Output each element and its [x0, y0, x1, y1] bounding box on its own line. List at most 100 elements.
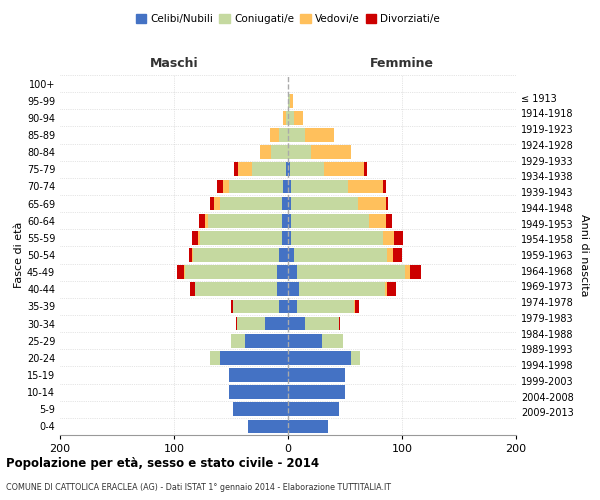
Bar [235, 162, 288, 176]
Bar [288, 180, 386, 194]
Text: Maschi: Maschi [149, 57, 199, 70]
Bar [192, 231, 288, 244]
Text: Femmine: Femmine [370, 57, 434, 70]
Bar [288, 300, 354, 314]
Bar [288, 351, 360, 364]
Bar [288, 334, 343, 347]
Bar [288, 231, 403, 244]
Bar [283, 214, 288, 228]
Bar [233, 402, 288, 416]
Bar [194, 282, 288, 296]
Bar [270, 128, 288, 142]
Bar [288, 111, 294, 124]
Bar [236, 316, 288, 330]
Bar [208, 214, 288, 228]
Bar [288, 266, 421, 279]
Bar [198, 231, 288, 244]
Bar [288, 420, 328, 434]
Bar [248, 420, 288, 434]
Bar [288, 180, 349, 194]
Bar [279, 248, 288, 262]
Bar [190, 282, 288, 296]
Bar [288, 282, 397, 296]
Bar [185, 266, 288, 279]
Bar [233, 300, 288, 314]
Bar [288, 282, 299, 296]
Bar [288, 231, 383, 244]
Bar [231, 334, 288, 347]
Bar [288, 196, 386, 210]
Bar [260, 146, 288, 159]
Bar [260, 146, 288, 159]
Bar [288, 368, 345, 382]
Bar [279, 300, 288, 314]
Bar [288, 214, 292, 228]
Bar [288, 196, 388, 210]
Bar [248, 420, 288, 434]
Bar [288, 128, 305, 142]
Y-axis label: Anni di nascita: Anni di nascita [579, 214, 589, 296]
Bar [288, 266, 297, 279]
Bar [231, 300, 288, 314]
Bar [288, 316, 340, 330]
Bar [288, 300, 297, 314]
Bar [288, 248, 294, 262]
Bar [231, 334, 288, 347]
Bar [288, 402, 340, 416]
Bar [211, 351, 288, 364]
Bar [288, 94, 290, 108]
Bar [236, 316, 288, 330]
Bar [223, 180, 288, 194]
Bar [288, 162, 290, 176]
Bar [288, 402, 340, 416]
Bar [229, 180, 288, 194]
Legend: Celibi/Nubili, Coniugati/e, Vedovi/e, Divorziati/e: Celibi/Nubili, Coniugati/e, Vedovi/e, Di… [131, 10, 445, 29]
Bar [288, 146, 311, 159]
Bar [288, 146, 350, 159]
Bar [288, 214, 392, 228]
Bar [214, 196, 288, 210]
Text: COMUNE DI CATTOLICA ERACLEA (AG) - Dati ISTAT 1° gennaio 2014 - Elaborazione TUT: COMUNE DI CATTOLICA ERACLEA (AG) - Dati … [6, 482, 391, 492]
Bar [184, 266, 288, 279]
Bar [288, 162, 367, 176]
Bar [288, 368, 345, 382]
Bar [288, 316, 340, 330]
Bar [288, 180, 292, 194]
Bar [288, 402, 340, 416]
Bar [229, 386, 288, 399]
Bar [211, 196, 288, 210]
Bar [286, 111, 288, 124]
Bar [238, 162, 288, 176]
Bar [229, 368, 288, 382]
Bar [288, 300, 359, 314]
Bar [288, 266, 410, 279]
Bar [288, 386, 345, 399]
Bar [288, 214, 386, 228]
Bar [245, 334, 288, 347]
Bar [288, 420, 328, 434]
Bar [288, 351, 360, 364]
Bar [193, 248, 288, 262]
Bar [288, 420, 328, 434]
Bar [288, 316, 340, 330]
Bar [288, 386, 345, 399]
Bar [233, 402, 288, 416]
Bar [288, 316, 305, 330]
Bar [288, 368, 345, 382]
Bar [236, 316, 288, 330]
Bar [199, 214, 288, 228]
Bar [283, 196, 288, 210]
Bar [288, 248, 387, 262]
Bar [288, 282, 387, 296]
Bar [194, 282, 288, 296]
Bar [288, 402, 340, 416]
Bar [288, 162, 364, 176]
Bar [277, 282, 288, 296]
Y-axis label: Fasce di età: Fasce di età [14, 222, 24, 288]
Bar [205, 214, 288, 228]
Bar [288, 386, 345, 399]
Bar [288, 351, 350, 364]
Bar [288, 94, 293, 108]
Bar [283, 111, 288, 124]
Bar [270, 128, 288, 142]
